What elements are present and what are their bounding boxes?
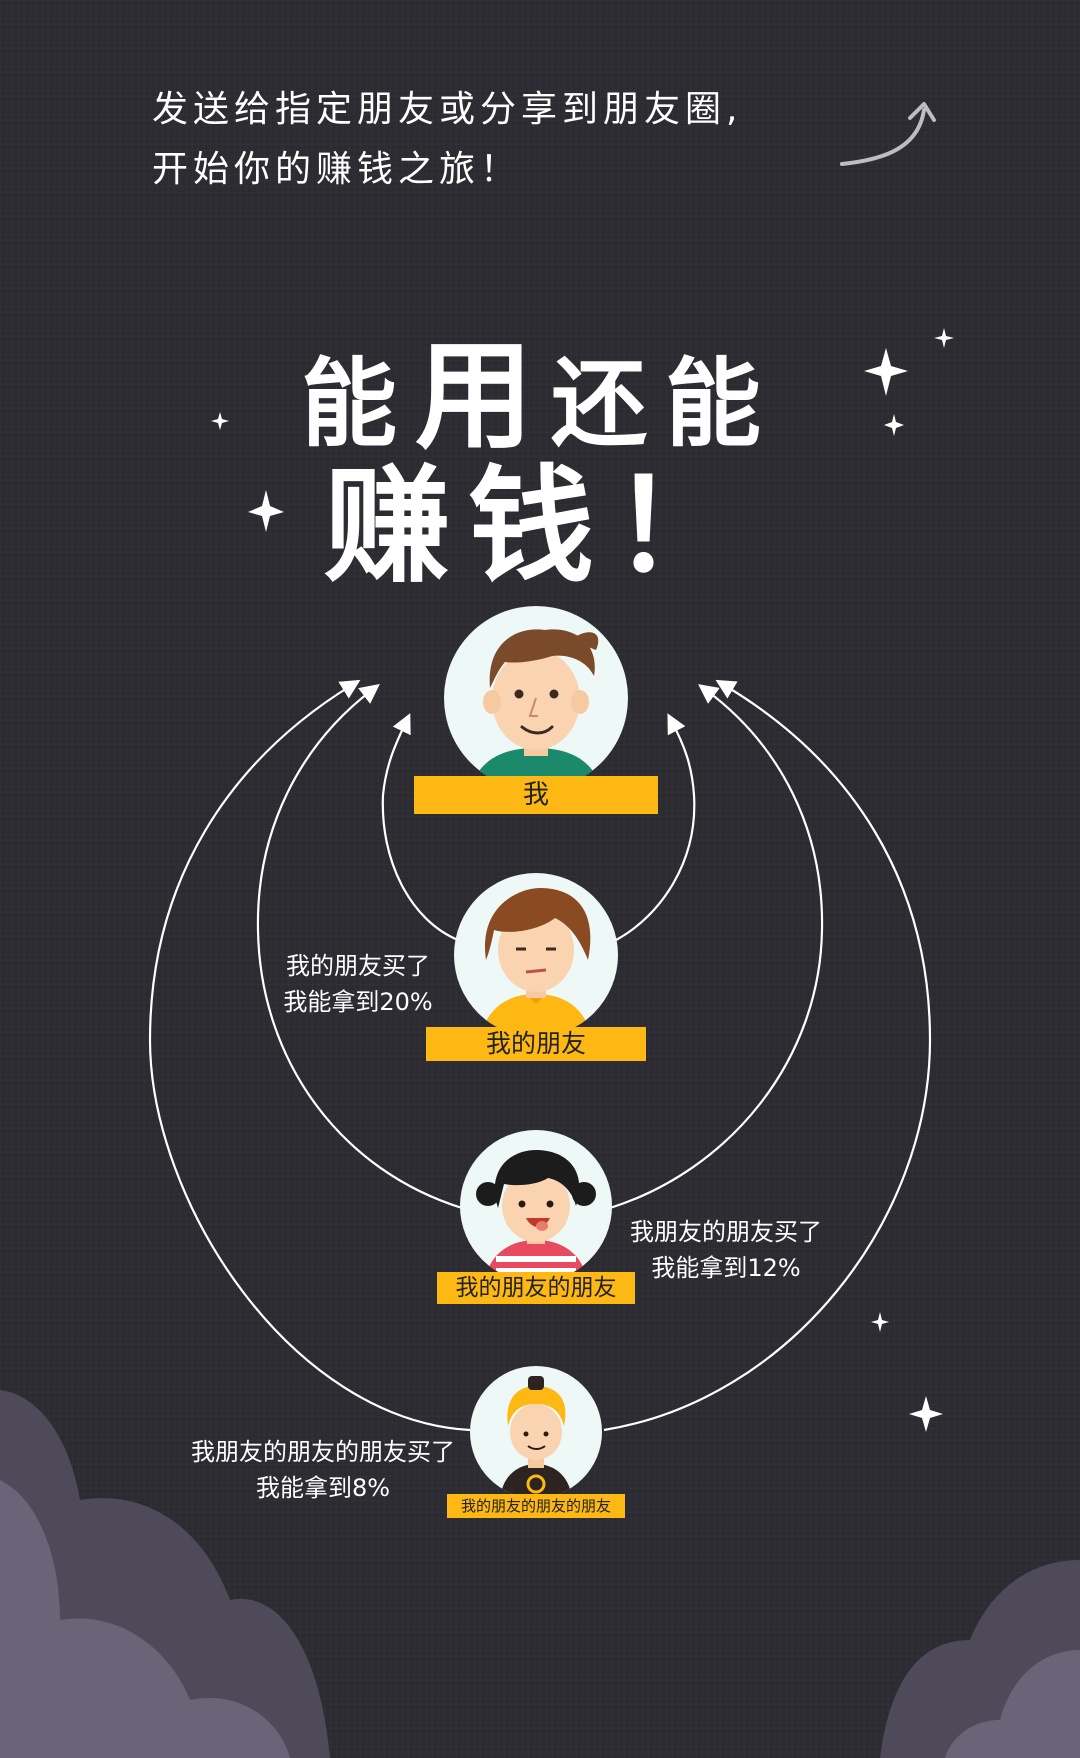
arc-second-left bbox=[256, 683, 463, 1210]
note-friend-of-friend-line-1: 我朋友的朋友买了 bbox=[630, 1218, 822, 1246]
headline-part-3: 还能 bbox=[551, 348, 779, 460]
arc-third-right bbox=[603, 679, 932, 1432]
avatar-me bbox=[444, 606, 628, 790]
tag-me: 我 bbox=[414, 776, 658, 814]
note-third-friend-line-1: 我朋友的朋友的朋友买了 bbox=[191, 1438, 455, 1466]
tag-friend: 我的朋友 bbox=[426, 1027, 646, 1061]
arc-third-left bbox=[148, 679, 471, 1432]
tag-friend-of-friend: 我的朋友的朋友 bbox=[437, 1272, 635, 1304]
stars bbox=[211, 328, 954, 1432]
tag-third-friend: 我的朋友的朋友的朋友 bbox=[447, 1494, 625, 1518]
sparkle-star-icon bbox=[248, 490, 284, 532]
intro-text: 发送给指定朋友或分享到朋友圈, 开始你的赚钱之旅！ bbox=[152, 80, 742, 200]
note-third-friend: 我朋友的朋友的朋友买了 我能拿到8% bbox=[180, 1434, 466, 1506]
avatar-friend bbox=[454, 873, 618, 1037]
avatar-third-friend bbox=[470, 1366, 602, 1498]
sparkle-star-icon bbox=[909, 1396, 943, 1432]
avatar-friend-of-friend bbox=[460, 1130, 612, 1282]
note-friend-of-friend-line-2: 我能拿到12% bbox=[651, 1254, 801, 1282]
intro-line-2: 开始你的赚钱之旅！ bbox=[152, 149, 522, 190]
headline-part-2: 用 bbox=[414, 327, 551, 465]
note-friend-line-2: 我能拿到20% bbox=[283, 988, 433, 1016]
referral-arcs bbox=[148, 679, 932, 1432]
headline-line-1: 能用还能 bbox=[0, 300, 1080, 471]
cloud-left-front bbox=[0, 1480, 290, 1758]
note-friend: 我的朋友买了 我能拿到20% bbox=[258, 948, 458, 1020]
headline-line-2: 赚钱！ bbox=[324, 453, 756, 600]
curved-arrow-head-icon bbox=[908, 102, 936, 122]
cloud-right-front bbox=[945, 1650, 1080, 1758]
note-friend-of-friend: 我朋友的朋友买了 我能拿到12% bbox=[620, 1214, 832, 1286]
arc-friend-left bbox=[381, 713, 459, 942]
sparkle-star-icon bbox=[211, 412, 229, 430]
sparkle-star-icon bbox=[864, 348, 908, 396]
curved-arrow-icon bbox=[840, 108, 926, 166]
headline-part-1: 能 bbox=[300, 348, 415, 460]
clouds bbox=[0, 1390, 1080, 1758]
sparkle-star-icon bbox=[934, 328, 954, 348]
note-friend-line-1: 我的朋友买了 bbox=[286, 952, 430, 980]
sparkle-star-icon bbox=[871, 1312, 889, 1332]
arc-second-right bbox=[609, 684, 824, 1210]
note-third-friend-line-2: 我能拿到8% bbox=[255, 1474, 391, 1502]
intro-line-1: 发送给指定朋友或分享到朋友圈, bbox=[152, 89, 743, 130]
arc-friend-right bbox=[615, 713, 696, 941]
sparkle-star-icon bbox=[884, 414, 904, 436]
